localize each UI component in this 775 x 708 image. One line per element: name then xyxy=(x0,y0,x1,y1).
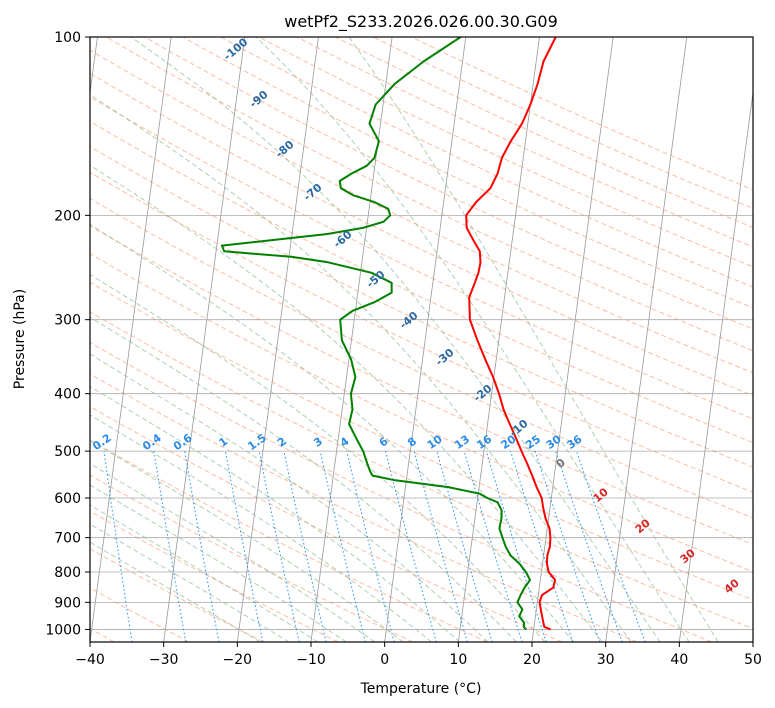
dry-adiabat xyxy=(335,37,753,229)
isotherm xyxy=(310,37,393,642)
x-tick-label: 40 xyxy=(670,652,688,668)
x-tick-label: 50 xyxy=(744,652,762,668)
dewpoint-line xyxy=(221,37,531,631)
mixing-ratio-line xyxy=(346,450,395,642)
y-tick-label: 100 xyxy=(54,30,81,46)
chart-title: wetPf2_S233.2026.026.00.30.G09 xyxy=(284,12,558,32)
moist-adiabat xyxy=(90,164,603,642)
moist-adiabat xyxy=(90,541,261,642)
y-tick-label: 200 xyxy=(54,208,81,224)
moist-adiabat xyxy=(90,353,489,642)
dry-adiabat xyxy=(90,96,753,420)
moist-adiabat xyxy=(130,37,661,642)
isotherm xyxy=(384,37,467,642)
x-tick-label: −30 xyxy=(149,652,179,668)
moist-adiabat xyxy=(90,414,432,642)
moist-adiabat xyxy=(90,93,632,642)
dry-adiabat xyxy=(90,120,753,444)
x-tick-label: 30 xyxy=(597,652,615,668)
mixing-ratio-line xyxy=(385,450,437,642)
mixing-ratio-line xyxy=(413,450,468,642)
dry-adiabat xyxy=(90,49,753,374)
mixing-ratio-line xyxy=(463,450,523,642)
profile-lines xyxy=(221,37,557,631)
dry-adiabat xyxy=(90,474,414,642)
mixing-ratio-line xyxy=(555,450,623,642)
moist-adiabat xyxy=(90,316,517,642)
moist-adiabat xyxy=(90,273,546,642)
y-tick-label: 500 xyxy=(54,444,81,460)
mixing-ratio-line xyxy=(283,450,327,642)
mixing-ratio-line xyxy=(319,450,366,642)
dry-adiabat xyxy=(182,37,753,309)
x-tick-label: −40 xyxy=(75,652,105,668)
y-tick-label: 600 xyxy=(54,491,81,507)
moist-adiabat xyxy=(90,385,461,642)
dry-adiabat xyxy=(373,37,753,209)
x-tick-label: 0 xyxy=(380,652,389,668)
dry-adiabat xyxy=(90,72,753,397)
x-axis-label: Temperature (°C) xyxy=(360,681,482,697)
dry-adiabat xyxy=(90,225,753,546)
x-axis: −40 −30 −20 −10 0 10 20 30 40 50 xyxy=(75,642,762,668)
isotherm xyxy=(90,37,172,642)
x-tick-label: −20 xyxy=(223,652,253,668)
dry-adiabat xyxy=(90,253,753,573)
isotherm xyxy=(163,37,246,642)
moist-adiabat xyxy=(255,37,690,642)
background-lines xyxy=(90,37,753,642)
y-axis-label: Pressure (hPa) xyxy=(12,289,28,389)
mixing-ratio-line xyxy=(224,451,264,642)
y-tick-label: 300 xyxy=(54,313,81,329)
isotherm xyxy=(752,638,753,642)
isotherm xyxy=(678,89,753,642)
dry-adiabat xyxy=(144,37,753,330)
isotherm xyxy=(236,37,319,642)
mixing-ratio-line xyxy=(436,450,493,642)
y-tick-label: 1000 xyxy=(45,622,81,638)
y-tick-label: 800 xyxy=(54,565,81,581)
mixing-ratio-line xyxy=(485,450,547,642)
mixing-ratio-line xyxy=(510,450,574,642)
moist-adiabat xyxy=(90,223,574,642)
dry-adiabat xyxy=(90,439,488,642)
x-tick-label: −10 xyxy=(296,652,326,668)
temperature-line xyxy=(465,37,557,631)
isotherm xyxy=(605,37,688,642)
plot-frame xyxy=(89,36,754,643)
y-tick-label: 700 xyxy=(54,531,81,547)
isotherm xyxy=(90,37,98,96)
mixing-ratio-line xyxy=(258,450,300,642)
y-axis: 100 200 300 400 500 600 700 800 900 1000 xyxy=(45,30,90,638)
moist-adiabat xyxy=(90,484,347,642)
x-tick-label: 10 xyxy=(449,652,467,668)
mixing-ratio-line xyxy=(103,451,133,642)
dry-adiabat xyxy=(411,37,753,191)
dry-adiabat xyxy=(90,145,753,468)
isotherm xyxy=(531,37,614,642)
moist-adiabat xyxy=(90,504,319,642)
moist-adiabat xyxy=(348,37,719,642)
dry-adiabat xyxy=(90,405,563,642)
x-tick-label: 20 xyxy=(523,652,541,668)
dry-adiabat xyxy=(90,510,339,642)
isotherm xyxy=(457,37,540,642)
y-tick-label: 400 xyxy=(54,387,81,403)
mixing-ratio-line xyxy=(534,450,601,642)
moist-adiabat xyxy=(90,463,376,642)
y-tick-label: 900 xyxy=(54,595,81,611)
dry-adiabat xyxy=(90,311,753,630)
plot-area xyxy=(90,37,753,642)
mixing-ratio-line xyxy=(576,450,646,642)
